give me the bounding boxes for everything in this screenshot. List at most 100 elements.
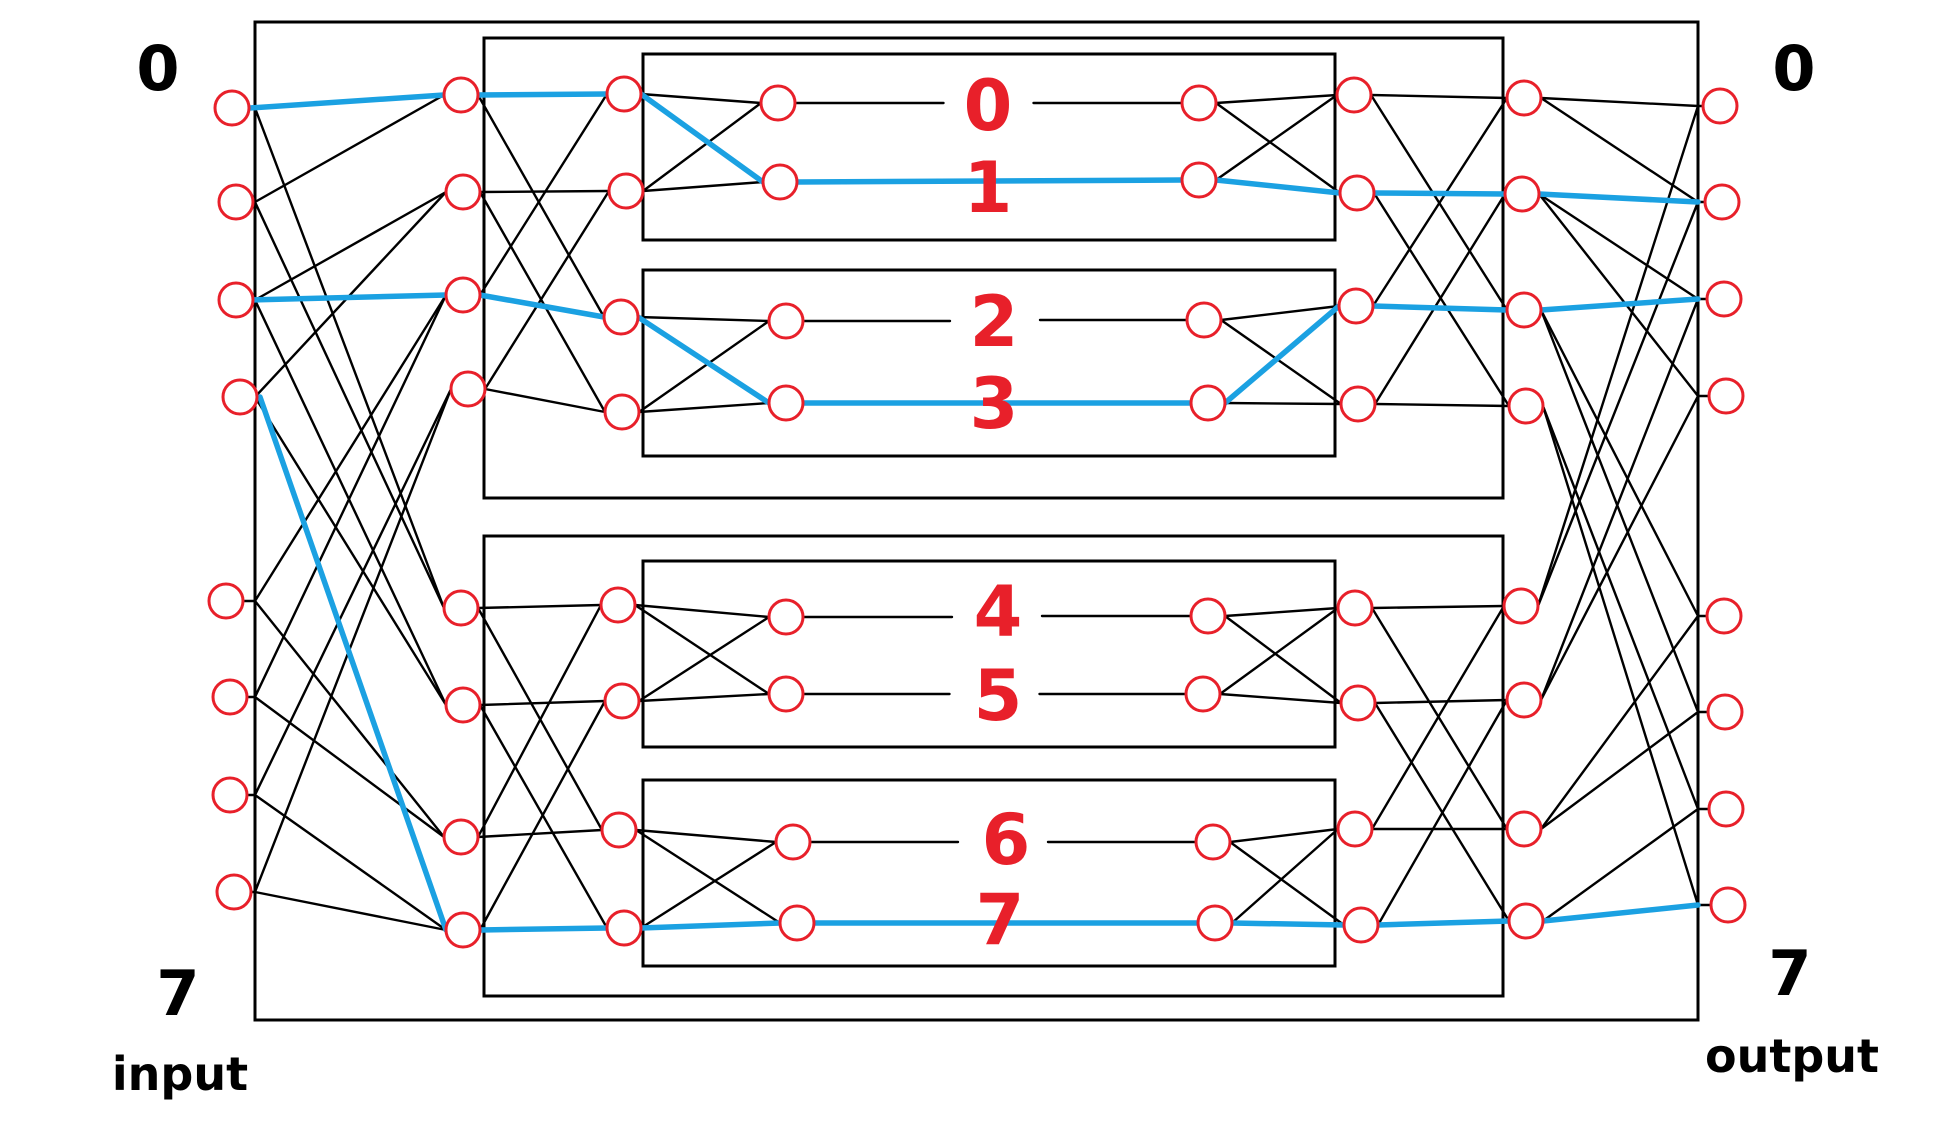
- node-col5-row3: [1339, 385, 1377, 423]
- wire-segment: [639, 92, 763, 105]
- wire-segment: [1219, 304, 1341, 322]
- node-col1-row4: [442, 589, 480, 627]
- wire-segment: [478, 699, 607, 932]
- output-bottom-label: 7: [1768, 937, 1811, 1010]
- wire-segment: [641, 180, 765, 193]
- wire-segment: [1369, 93, 1509, 100]
- node-col1-row3: [449, 370, 487, 408]
- node-col1-row6: [442, 818, 480, 856]
- node-col2-row4: [599, 586, 637, 624]
- wire-segment: [1537, 192, 1700, 398]
- wire-segment: [1228, 827, 1340, 844]
- node-col6-row6: [1505, 810, 1543, 848]
- switch-label-2: 2: [970, 281, 1019, 363]
- wire-segment: [1230, 827, 1340, 925]
- switch-label-6: 6: [982, 799, 1031, 881]
- route-segment: [1370, 303, 1510, 313]
- wire-segment: [1219, 318, 1343, 406]
- wire-segment: [478, 699, 607, 707]
- wire-segment: [637, 615, 771, 703]
- node-col1-row2: [444, 276, 482, 314]
- wire-segment: [253, 890, 448, 932]
- wire-segment: [1223, 606, 1340, 618]
- route-segment: [794, 177, 1185, 185]
- node-col7-row2: [1705, 280, 1743, 318]
- wire-segment: [253, 695, 446, 839]
- wire-segment: [1539, 614, 1700, 831]
- wire-segment: [1541, 404, 1700, 907]
- route-segment: [477, 925, 610, 933]
- wire-segment: [253, 190, 448, 399]
- node-col0-row5: [211, 678, 249, 716]
- wire-segment: [253, 293, 448, 603]
- wire-segment: [639, 840, 778, 930]
- wire-segment: [1214, 101, 1342, 195]
- wire-segment: [253, 93, 446, 204]
- wire-segment: [478, 703, 609, 930]
- node-col5-row7: [1342, 906, 1380, 944]
- output-top-label: 0: [1772, 32, 1815, 105]
- route-segment: [638, 920, 783, 931]
- outer-frame: [253, 20, 1700, 1022]
- wire-segment: [1541, 404, 1700, 811]
- node-col1-row0: [442, 76, 480, 114]
- wire-segment: [476, 603, 603, 610]
- node-col3-row4: [767, 598, 805, 636]
- route-segment: [1375, 918, 1512, 928]
- node-col2-row7: [605, 909, 643, 947]
- node-col0-row3: [221, 378, 259, 416]
- node-col3-row2: [767, 302, 805, 340]
- node-col2-row2: [602, 298, 640, 336]
- node-col6-row4: [1502, 587, 1540, 625]
- node-col4-row2: [1185, 301, 1223, 339]
- wire-segment: [637, 692, 771, 703]
- upper-subnetwork-frame: [482, 36, 1505, 500]
- wire-segment: [1218, 606, 1340, 696]
- node-col0-row4: [207, 582, 245, 620]
- node-col4-row4: [1189, 597, 1227, 635]
- node-col0-row0: [213, 89, 251, 127]
- node-col4-row1: [1180, 161, 1218, 199]
- node-col5-row5: [1339, 684, 1377, 722]
- node-col3-row3: [767, 384, 805, 422]
- node-col2-row0: [605, 75, 643, 113]
- wire-segment: [1370, 606, 1509, 831]
- route-segment: [1540, 902, 1701, 924]
- switch-label-1: 1: [964, 147, 1013, 229]
- wire-segment: [253, 293, 448, 699]
- wire-segment: [253, 200, 446, 610]
- route-segment: [475, 91, 610, 98]
- wire-segment: [476, 603, 603, 839]
- node-col4-row5: [1184, 675, 1222, 713]
- route-segment: [1536, 191, 1701, 205]
- wire-segment: [253, 387, 453, 797]
- wire-segment: [1228, 840, 1346, 927]
- wire-segment: [1539, 710, 1700, 831]
- node-col7-row6: [1707, 790, 1745, 828]
- wire-segment: [483, 189, 611, 391]
- node-col6-row0: [1505, 79, 1543, 117]
- wire-segment: [483, 387, 607, 414]
- node-col7-row7: [1709, 886, 1747, 924]
- route-segment: [1222, 303, 1342, 406]
- wire-segment: [1539, 308, 1700, 618]
- wire-segment: [1370, 604, 1506, 831]
- route-segment: [635, 314, 772, 406]
- switch-label-7: 7: [976, 879, 1025, 961]
- switch-box-6-7: [641, 778, 1337, 968]
- route-segment: [1538, 296, 1701, 313]
- highlighted-route: [247, 91, 1701, 933]
- node-col6-row2: [1505, 291, 1543, 329]
- network-nodes: [207, 75, 1747, 949]
- wire-segment: [633, 603, 771, 696]
- node-col7-row4: [1705, 597, 1743, 635]
- route-segment: [477, 292, 607, 320]
- wire-segment: [1373, 192, 1507, 406]
- node-col5-row2: [1337, 287, 1375, 325]
- node-col5-row4: [1336, 589, 1374, 627]
- wire-segment: [1539, 394, 1700, 702]
- node-col5-row0: [1335, 76, 1373, 114]
- wire-segment: [253, 395, 448, 707]
- lower-subnetwork-frame: [482, 534, 1505, 998]
